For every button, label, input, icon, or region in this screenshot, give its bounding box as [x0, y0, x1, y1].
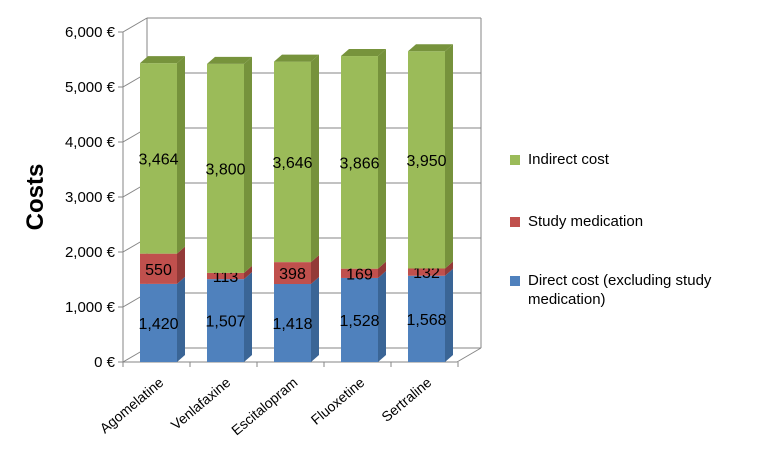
bar-side-fluoxetine-direct-cost-excluding-study-medication: [378, 270, 386, 362]
bar-side-sertraline-direct-cost-excluding-study-medication: [445, 268, 453, 362]
bar-venlafaxine-indirect-cost: [207, 63, 244, 273]
data-label-fluoxetine-direct-cost-excluding-study-medication: 1,528: [339, 313, 379, 330]
y-axis-title: Costs: [22, 164, 49, 231]
legend-swatch-direct-cost: [510, 276, 520, 286]
y-tick-label-1: 1,000 €: [65, 299, 116, 316]
bar-side-sertraline-indirect-cost: [445, 44, 453, 269]
bar-side-venlafaxine-study-medication: [244, 265, 252, 280]
bar-agomelatine-indirect-cost: [140, 63, 177, 254]
data-label-venlafaxine-indirect-cost: 3,800: [205, 161, 245, 178]
x-tick-label-agomelatine: Agomelatine: [97, 374, 167, 436]
bar-side-escitalopram-indirect-cost: [311, 54, 319, 263]
bar-side-agomelatine-study-medication: [177, 246, 185, 284]
data-label-sertraline-study-medication: 132: [413, 265, 440, 282]
bar-sertraline-study-medication: [408, 268, 445, 276]
y-tick-label-4: 4,000 €: [65, 134, 116, 151]
floor-right-edge: [456, 347, 482, 363]
legend-item-study-medication: Study medication: [510, 212, 643, 231]
bar-escitalopram-study-medication: [274, 262, 311, 285]
data-label-sertraline-direct-cost-excluding-study-medication: 1,568: [406, 312, 446, 329]
legend-item-indirect-cost: Indirect cost: [510, 150, 609, 169]
bar-side-sertraline-study-medication: [445, 261, 453, 276]
bar-top-venlafaxine: [207, 56, 252, 64]
y-tick-label-3: 3,000 €: [65, 189, 116, 206]
bar-side-escitalopram-study-medication: [311, 255, 319, 285]
bar-escitalopram-indirect-cost: [274, 61, 311, 263]
x-tick-label-sertraline: Sertraline: [378, 374, 434, 425]
data-label-escitalopram-study-medication: 398: [279, 266, 306, 283]
bar-side-agomelatine-direct-cost-excluding-study-medication: [177, 276, 185, 362]
bar-side-escitalopram-direct-cost-excluding-study-medication: [311, 277, 319, 362]
data-label-sertraline-indirect-cost: 3,950: [406, 153, 446, 170]
y-tick-label-2: 2,000 €: [65, 244, 116, 261]
bar-sertraline-indirect-cost: [408, 51, 445, 269]
bar-venlafaxine-direct-cost-excluding-study-medication: [207, 279, 244, 362]
bar-top-fluoxetine: [341, 49, 386, 57]
data-label-fluoxetine-study-medication: 169: [346, 266, 373, 283]
bar-agomelatine-study-medication: [140, 253, 177, 284]
x-tick-label-venlafaxine: Venlafaxine: [168, 374, 234, 433]
y-tick-label-6: 6,000 €: [65, 24, 116, 41]
legend-label-indirect-cost: Indirect cost: [528, 151, 609, 168]
legend-label-direct-cost: Direct cost (excluding study medication): [528, 272, 712, 308]
data-label-venlafaxine-study-medication: 113: [213, 269, 239, 286]
data-label-agomelatine-direct-cost-excluding-study-medication: 1,420: [138, 316, 178, 333]
bar-top-escitalopram: [274, 54, 319, 62]
y-tick-label-0: 0 €: [94, 354, 116, 371]
bar-side-fluoxetine-study-medication: [378, 261, 386, 278]
legend-item-direct-cost: Direct cost (excluding study medication): [510, 271, 760, 309]
bar-agomelatine-direct-cost-excluding-study-medication: [140, 283, 177, 362]
y-tick-label-5: 5,000 €: [65, 79, 116, 96]
bar-side-agomelatine-indirect-cost: [177, 56, 185, 254]
legend-swatch-study-medication: [510, 217, 520, 227]
x-tick-label-escitalopram: Escitalopram: [228, 374, 300, 438]
bar-fluoxetine-direct-cost-excluding-study-medication: [341, 277, 378, 362]
bar-fluoxetine-study-medication: [341, 268, 378, 278]
data-label-agomelatine-indirect-cost: 3,464: [138, 151, 178, 168]
bar-venlafaxine-study-medication: [207, 272, 244, 280]
bar-escitalopram-direct-cost-excluding-study-medication: [274, 284, 311, 362]
data-label-venlafaxine-direct-cost-excluding-study-medication: 1,507: [205, 314, 245, 331]
data-label-escitalopram-direct-cost-excluding-study-medication: 1,418: [272, 316, 312, 333]
bar-sertraline-direct-cost-excluding-study-medication: [408, 275, 445, 362]
data-label-escitalopram-indirect-cost: 3,646: [272, 155, 312, 172]
bar-top-sertraline: [408, 44, 453, 52]
legend-swatch-indirect-cost: [510, 155, 520, 165]
bar-side-venlafaxine-direct-cost-excluding-study-medication: [244, 272, 252, 362]
data-label-agomelatine-study-medication: 550: [145, 262, 172, 279]
bar-side-venlafaxine-indirect-cost: [244, 56, 252, 273]
bar-fluoxetine-indirect-cost: [341, 56, 378, 269]
floor-grid-diag-6: [122, 17, 148, 33]
bar-top-agomelatine: [140, 56, 185, 64]
x-tick-label-fluoxetine: Fluoxetine: [308, 374, 368, 428]
data-label-fluoxetine-indirect-cost: 3,866: [339, 155, 379, 172]
legend-label-study-medication: Study medication: [528, 213, 644, 230]
bar-side-fluoxetine-indirect-cost: [378, 49, 386, 269]
